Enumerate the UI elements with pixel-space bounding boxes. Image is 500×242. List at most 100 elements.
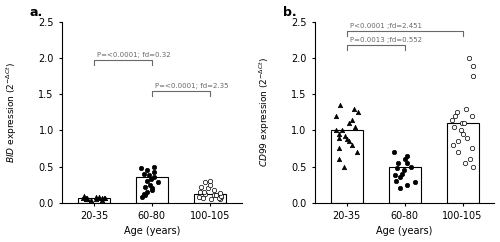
Point	[216, 197, 224, 201]
Text: a.: a.	[30, 6, 43, 19]
Point	[458, 121, 466, 125]
Point	[338, 129, 346, 132]
Point	[98, 196, 106, 199]
Text: b.: b.	[282, 6, 296, 19]
Point	[457, 129, 465, 132]
Point	[80, 194, 88, 198]
Point	[216, 196, 224, 200]
Point	[101, 196, 109, 199]
Bar	[136, 177, 168, 203]
Text: P=<0.0001; fd=2.35: P=<0.0001; fd=2.35	[155, 83, 228, 89]
Point	[147, 178, 155, 182]
Point	[334, 132, 342, 136]
Point	[348, 118, 356, 121]
Point	[454, 150, 462, 154]
Point	[98, 198, 106, 202]
Point	[210, 193, 218, 197]
Text: P<0.0001 ;fd=2.451: P<0.0001 ;fd=2.451	[350, 23, 422, 29]
Point	[138, 195, 146, 199]
Point	[345, 139, 353, 143]
Point	[334, 136, 342, 140]
Point	[448, 118, 456, 121]
Point	[92, 195, 100, 199]
Point	[140, 172, 147, 176]
Point	[82, 196, 90, 200]
Point	[96, 196, 104, 199]
Point	[143, 179, 151, 183]
Point	[82, 197, 90, 201]
Point	[332, 129, 340, 132]
Point	[206, 183, 214, 187]
Point	[340, 165, 348, 168]
Text: $\mathit{CD99}$ expression (2$^{-\Delta Ct}$): $\mathit{CD99}$ expression (2$^{-\Delta …	[258, 57, 272, 167]
Point	[345, 121, 353, 125]
Point	[453, 111, 461, 114]
Bar	[388, 166, 420, 203]
Point	[204, 186, 212, 190]
Point	[154, 181, 162, 184]
Point	[138, 166, 145, 170]
Point	[198, 196, 206, 199]
Point	[87, 198, 95, 202]
Point	[197, 185, 205, 189]
Point	[336, 103, 344, 107]
Point	[460, 121, 468, 125]
Point	[206, 179, 214, 183]
Bar	[78, 197, 110, 203]
Point	[468, 114, 476, 118]
Point	[398, 172, 406, 176]
Point	[452, 114, 460, 118]
Point	[462, 107, 470, 111]
Point	[148, 186, 156, 190]
Text: $\mathit{BID}$ expression (2$^{-\Delta Ct}$): $\mathit{BID}$ expression (2$^{-\Delta C…	[4, 62, 19, 163]
Point	[144, 190, 152, 194]
Bar	[446, 123, 478, 203]
Point	[148, 188, 156, 191]
Point	[450, 125, 458, 129]
Point	[353, 150, 361, 154]
Point	[210, 188, 218, 191]
Point	[351, 125, 359, 129]
Point	[341, 134, 349, 138]
Text: P=0.0013 ;fd=0.552: P=0.0013 ;fd=0.552	[350, 37, 422, 43]
Point	[403, 183, 411, 187]
Point	[84, 197, 92, 201]
Point	[207, 197, 215, 201]
Point	[82, 196, 90, 200]
Point	[403, 161, 411, 165]
Point	[140, 193, 148, 197]
Point	[216, 194, 224, 198]
Point	[396, 186, 404, 190]
Text: P=<0.0001; fd=0.32: P=<0.0001; fd=0.32	[97, 52, 170, 58]
Point	[469, 75, 477, 78]
Point	[400, 168, 407, 172]
Point	[461, 161, 469, 165]
Point	[150, 165, 158, 168]
Point	[454, 139, 462, 143]
Point	[344, 137, 351, 141]
Point	[216, 191, 224, 195]
Point	[150, 175, 158, 179]
Point	[200, 190, 208, 194]
Point	[336, 147, 344, 151]
Point	[202, 181, 209, 184]
Point	[401, 157, 409, 161]
Point	[459, 132, 467, 136]
Point	[466, 157, 473, 161]
Point	[196, 190, 204, 194]
Point	[390, 173, 398, 177]
Point	[143, 168, 151, 172]
Point	[390, 150, 398, 154]
Point	[350, 107, 358, 111]
Point	[140, 192, 148, 196]
Point	[332, 114, 340, 118]
Point	[79, 196, 87, 200]
Point	[348, 143, 356, 147]
Point	[202, 192, 209, 196]
Point	[146, 183, 154, 187]
Point	[100, 196, 108, 200]
Bar	[331, 130, 362, 203]
Point	[392, 179, 400, 183]
Point	[468, 147, 475, 151]
Point	[354, 111, 362, 114]
